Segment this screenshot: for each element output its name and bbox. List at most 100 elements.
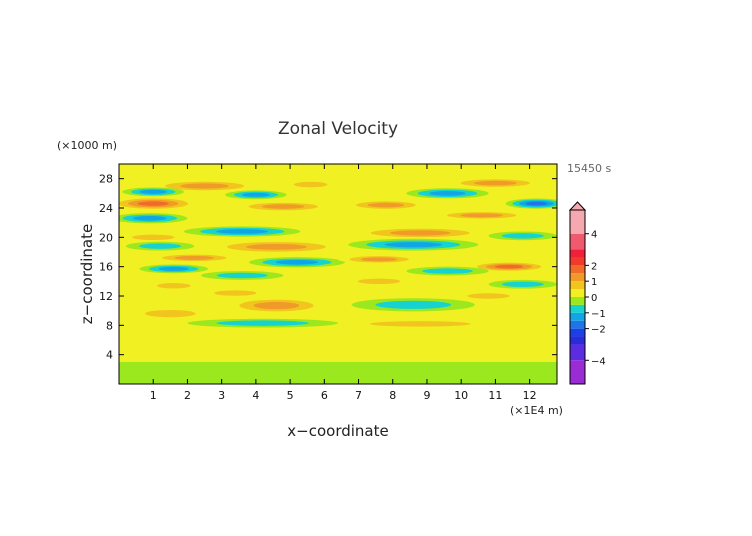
field-contour [216,229,269,234]
x-axis-unit: (×1E4 m) [510,404,563,417]
field-feature-13 [249,257,345,268]
x-tick-label: 4 [252,389,259,402]
field-bottom-band [119,362,557,384]
y-axis-ticks: 4 8 12 16 20 24 28 [99,173,557,362]
x-tick-label: 9 [423,389,430,402]
field-feature-21 [505,198,557,209]
field-contour [474,180,517,186]
colorbar-band [570,265,585,274]
field-contour [357,278,401,285]
field-contour [501,281,544,287]
field-feature-15 [146,281,202,291]
field-contour [375,300,452,309]
field-feature-34 [129,307,212,320]
field-contour [132,234,175,241]
colorbar-tick-label: 4 [591,230,597,241]
colorbar-tick-label: 2 [591,261,597,272]
field-feature-5 [235,201,332,212]
field-feature-33 [338,319,503,329]
y-tick-label: 4 [106,349,113,362]
field-contour [145,310,196,318]
field-contour [180,183,229,189]
field-contour [384,242,443,248]
field-contour [242,192,270,197]
field-contour [139,189,167,194]
field-contour [246,243,307,250]
field-feature-25 [348,238,479,251]
x-tick-label: 11 [488,389,502,402]
field-feature-16 [201,288,270,298]
field-contour [494,264,524,269]
field-feature-2 [225,190,287,200]
x-tick-label: 7 [355,389,362,402]
field-contour [138,243,182,249]
y-tick-label: 8 [106,319,113,332]
colorbar-tick-label: 0 [591,293,597,304]
colorbar-band [570,328,585,337]
field-feature-7 [183,226,301,237]
x-tick-label: 10 [454,389,468,402]
field-background [119,164,557,384]
y-tick-label: 24 [99,202,113,215]
velocity-field [119,164,557,384]
x-axis-label: x−coordinate [287,422,388,440]
colorbar-band [570,344,585,361]
chart-title: Zonal Velocity [278,119,398,139]
x-tick-label: 2 [184,389,191,402]
colorbar-band [570,312,585,321]
field-contour [174,255,215,260]
field-contour [275,259,319,265]
colorbar-band [570,249,585,258]
field-contour [293,181,328,188]
y-axis-unit: (×1000 m) [57,139,117,152]
field-feature-30 [344,276,414,286]
x-axis-ticks: 1 2 3 4 5 6 7 8 9 10 11 12 [150,164,537,402]
colorbar-band [570,273,585,282]
x-tick-label: 5 [287,389,294,402]
x-tick-label: 8 [389,389,396,402]
plot-frame [118,163,558,385]
field-feature-0 [149,180,260,192]
field-feature-28 [467,261,551,272]
colorbar-band [570,289,585,298]
field-contour [133,215,167,221]
field-feature-26 [488,231,557,241]
colorbar-band [570,320,585,329]
field-feature-29 [406,266,489,276]
field-feature-6 [119,213,188,224]
x-tick-label: 12 [523,389,537,402]
field-contour [525,201,548,206]
field-contour [216,320,310,326]
x-tick-label: 6 [321,389,328,402]
field-feature-3 [283,180,339,189]
field-feature-1 [122,187,185,197]
colorbar-band [570,210,585,234]
field-contour [360,257,398,262]
field-contour [389,230,451,236]
field-feature-10 [125,241,195,251]
x-tick-label: 3 [218,389,225,402]
colorbar-band [570,233,585,250]
colorbar-band [570,304,585,313]
colorbar-band [570,297,585,305]
field-contour [501,233,544,239]
field-feature-35 [454,291,523,301]
field-contour [253,301,300,310]
field-contour [214,290,257,296]
colorbar-tick-label: −4 [591,356,606,367]
field-feature-17 [225,297,328,314]
field-feature-22 [344,199,428,211]
field-feature-12 [139,264,208,274]
field-contour [369,321,471,327]
colorbar: 4 2 1 0 −1 −2 −4 [568,201,606,385]
field-feature-20 [406,188,489,199]
field-contour [460,213,504,218]
field-feature-32 [351,298,475,312]
colorbar-tick-label: −2 [591,325,606,336]
colorbar-band [570,281,585,290]
colorbar-band [570,336,585,345]
field-contour [422,268,473,274]
field-feature-8 [208,240,345,254]
field-feature-23 [433,210,530,220]
